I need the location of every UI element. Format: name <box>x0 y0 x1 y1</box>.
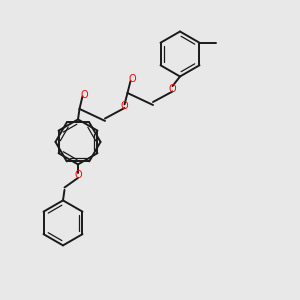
Text: O: O <box>121 101 128 111</box>
Text: O: O <box>128 74 136 85</box>
Text: O: O <box>80 90 88 100</box>
Text: O: O <box>74 170 82 180</box>
Text: O: O <box>169 83 176 94</box>
